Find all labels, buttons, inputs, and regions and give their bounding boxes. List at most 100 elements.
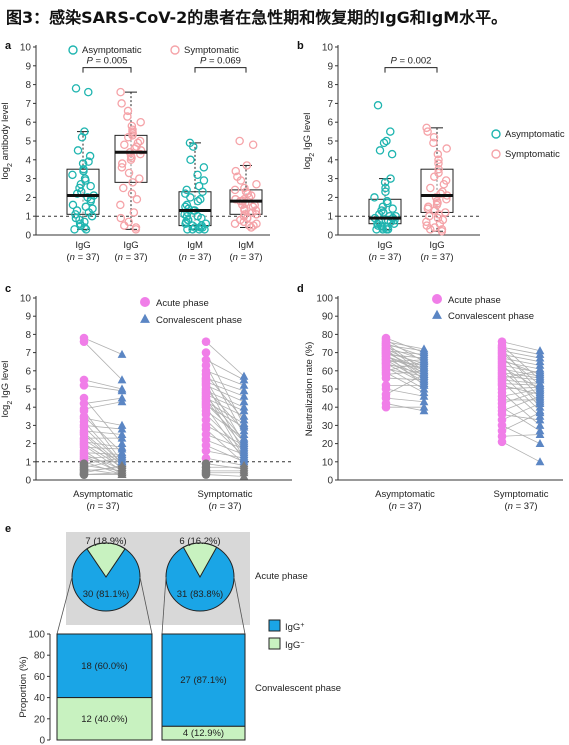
panel-d-pair-line	[501, 414, 541, 421]
panel-c-legend-marker	[140, 297, 150, 307]
panel-a-point	[117, 159, 127, 168]
panel-a-point	[235, 136, 244, 146]
panel-b-ytick-label: 3	[327, 174, 333, 185]
panel-d-ytick-label: 10	[322, 457, 334, 468]
panel-a-point	[68, 170, 77, 180]
panel-d-ytick-label: 30	[322, 421, 334, 432]
panel-b-point	[379, 208, 388, 217]
panel-a-point	[246, 223, 256, 232]
panel-d-convalescent-point	[535, 398, 545, 408]
panel-e-ytick-label: 60	[34, 672, 46, 683]
panel-a-point	[128, 178, 137, 187]
panel-c-pair-line	[205, 414, 245, 452]
panel-a-ytick-label: 2	[25, 193, 31, 204]
panel-d-convalescent-point	[535, 366, 545, 375]
panel-a-point	[186, 193, 195, 202]
panel-b-ytick-label: 4	[327, 155, 333, 166]
panel-a-point	[123, 112, 132, 121]
panel-a-point	[236, 176, 246, 185]
panel-b-legend-marker	[491, 129, 501, 139]
panel-a-point	[199, 163, 209, 172]
panel-a-point	[70, 225, 79, 234]
panel-a-point	[73, 146, 83, 155]
panel-b-point	[430, 172, 439, 181]
panel-b-point	[373, 101, 383, 110]
panel-d-convalescent-point	[535, 386, 545, 395]
panel-c-ytick-label: 6	[25, 366, 31, 377]
panel-b-group-label: IgG	[377, 240, 392, 251]
panel-c-pair-line	[205, 401, 245, 424]
panel-a-point	[71, 84, 81, 93]
panel-c-convalescent-point	[239, 386, 249, 395]
panel-c-pair-line	[83, 401, 123, 410]
panel-a-ytick-label: 7	[25, 99, 31, 110]
panel-b-point	[426, 225, 435, 234]
panel-c-pair-line	[83, 455, 123, 459]
panel-d-legend-marker	[432, 309, 442, 319]
panel-a-ytick-label: 4	[25, 155, 31, 166]
panel-a-group-n: (n = 37)	[229, 252, 262, 263]
panel-b-point	[434, 164, 443, 174]
panel-a-point	[240, 206, 249, 215]
panel-d-convalescent-point	[419, 391, 429, 400]
panel-a-point	[129, 208, 139, 217]
panel-c-pair-line	[205, 428, 245, 464]
panel-a-point	[136, 146, 146, 155]
panel-d-pair-line	[385, 350, 425, 355]
panel-c-legend-acute: Acute phase	[156, 298, 209, 309]
panel-d-convalescent-point	[535, 429, 545, 438]
panel-d-convalescent-point	[535, 415, 545, 424]
panel-e-bar-positive	[56, 633, 153, 699]
panel-d-pair-line	[385, 352, 425, 372]
panel-d-ytick-label: 90	[322, 312, 334, 323]
panel-c-ytick-label: 2	[25, 439, 31, 450]
panel-a-point	[186, 155, 195, 165]
panel-a-point	[188, 142, 198, 151]
panel-a-point	[117, 163, 127, 172]
panel-c-convalescent-point	[239, 444, 249, 453]
panel-d-pair-line	[501, 354, 541, 363]
panel-b-pvalue-bracket	[384, 67, 438, 73]
panel-a-pvalue-bracket	[82, 67, 132, 73]
panel-a-point	[120, 140, 129, 150]
panel-b-point	[382, 136, 391, 146]
panel-c-ytick-label: 3	[25, 421, 31, 432]
panel-c-acute-point	[79, 470, 89, 479]
panel-c-ytick-label: 9	[25, 312, 31, 323]
panel-a-point	[123, 106, 133, 116]
panel-d-pair-line	[501, 388, 541, 397]
panel-c-pair-line	[83, 459, 123, 468]
panel-a-legend-marker	[170, 45, 180, 55]
panel-c-pair-line	[205, 377, 245, 392]
panel-e-connector	[56, 576, 73, 635]
panel-a-point	[252, 179, 261, 189]
panel-a-ytick-label: 5	[25, 137, 31, 148]
panel-d-pair-line	[501, 412, 541, 432]
panel-d-pair-line	[501, 395, 541, 412]
panel-c-pair-line	[205, 463, 245, 470]
panel-letter-d: d	[297, 283, 304, 295]
panel-b-point	[426, 183, 435, 193]
panel-c-ytick-label: 0	[25, 476, 31, 487]
panel-d-pair-line	[385, 352, 425, 364]
panel-e-pie-negative	[182, 542, 218, 579]
panel-d-pair-line	[385, 363, 425, 384]
panel-b-ytick-label: 2	[327, 193, 333, 204]
panel-a-point	[136, 149, 145, 159]
panel-a-ylabel: log2 antibody level	[0, 102, 14, 179]
panel-d-group-label: Symptomatic	[494, 489, 549, 500]
panel-e-bar-negative	[161, 725, 246, 741]
panel-e-legend-negative: IgG−	[285, 640, 304, 652]
panel-d-legend-convalescent: Convalescent phase	[448, 311, 534, 322]
panel-b-point	[422, 123, 431, 133]
panel-b-point	[372, 225, 381, 234]
panel-c-pair-line	[83, 417, 123, 426]
panel-c-ytick-label: 10	[20, 294, 32, 305]
panel-e-bar-negative-label: 4 (12.9%)	[183, 728, 224, 739]
panel-b-point	[381, 187, 390, 197]
panel-b-ylabel: log2 IgG level	[302, 113, 316, 170]
panel-c-pair-line	[205, 394, 245, 412]
panel-a-point	[84, 87, 93, 97]
panel-c-convalescent-point	[117, 386, 127, 395]
